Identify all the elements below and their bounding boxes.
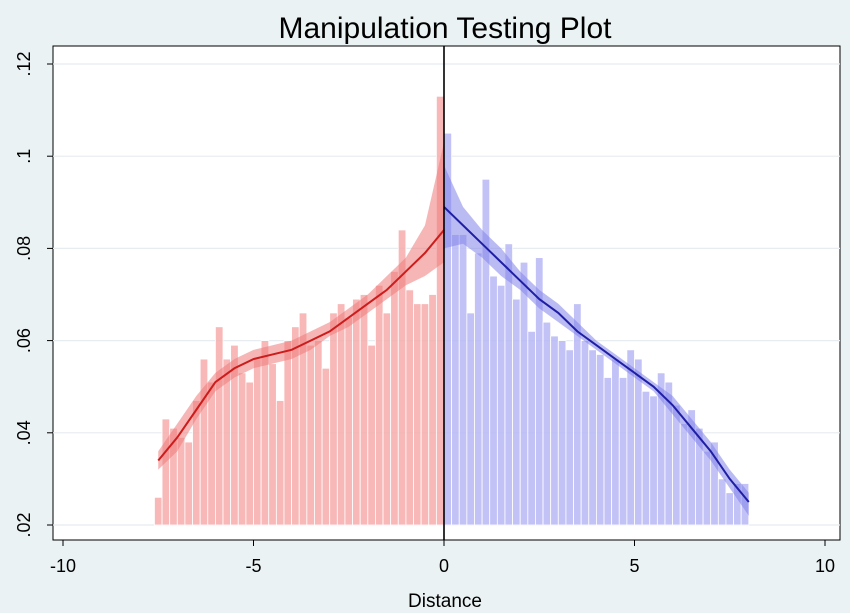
- y-tick-label: .1: [14, 149, 34, 164]
- y-tick-label: .04: [14, 420, 34, 445]
- x-tick-label: 10: [815, 556, 835, 576]
- right-bar: [611, 358, 620, 526]
- right-bar: [565, 349, 574, 526]
- left-bar: [405, 289, 414, 526]
- right-bar: [618, 377, 628, 526]
- y-tick-label: .02: [14, 512, 34, 537]
- left-bar: [283, 340, 293, 526]
- right-bar: [512, 298, 521, 526]
- right-bar: [717, 478, 727, 526]
- y-tick-label: .08: [14, 236, 34, 261]
- left-histogram: [154, 95, 445, 526]
- left-bar: [336, 303, 346, 526]
- left-bar: [154, 496, 163, 526]
- left-bar: [428, 294, 437, 526]
- y-tick-label: .12: [14, 51, 34, 76]
- right-bar: [489, 275, 498, 526]
- left-bar: [344, 317, 353, 526]
- left-bar: [352, 298, 361, 526]
- right-bar: [466, 312, 475, 526]
- right-bar: [496, 284, 506, 526]
- left-bar: [413, 303, 422, 526]
- right-bar: [474, 252, 483, 526]
- left-bar: [207, 381, 216, 526]
- y-axis: .02 .04 .06 .08 .1 .12: [14, 51, 53, 538]
- left-bar: [367, 344, 376, 526]
- right-bar: [451, 234, 460, 526]
- x-tick-label: -10: [50, 556, 76, 576]
- x-axis-label: Distance: [408, 591, 482, 612]
- chart-title: Manipulation Testing Plot: [279, 12, 613, 45]
- left-bar: [382, 312, 392, 526]
- right-confidence-band: [444, 165, 749, 516]
- right-bar: [588, 349, 597, 526]
- left-bar: [260, 340, 270, 526]
- right-bar: [725, 492, 734, 526]
- left-bar: [275, 400, 285, 526]
- right-bar: [596, 354, 605, 526]
- right-bar: [603, 377, 613, 526]
- left-bar: [321, 367, 331, 526]
- left-bar: [375, 284, 384, 526]
- right-fit-line: [443, 206, 750, 503]
- right-bar: [580, 340, 590, 526]
- density-fit-lines: [157, 206, 750, 503]
- x-tick-label: -5: [245, 556, 261, 576]
- right-bar: [527, 330, 536, 526]
- right-bar: [542, 321, 552, 526]
- left-bar: [237, 372, 247, 526]
- x-tick-label: 0: [439, 556, 449, 576]
- right-bar: [557, 340, 567, 526]
- right-bar: [458, 234, 468, 526]
- left-bar: [176, 437, 186, 526]
- x-axis: -10 -5 0 5 10: [50, 540, 835, 576]
- right-bar: [679, 423, 689, 526]
- right-bar: [504, 243, 513, 526]
- left-bar: [359, 294, 369, 526]
- right-bar: [550, 335, 559, 526]
- right-bar: [519, 261, 529, 526]
- confidence-bands: [158, 142, 749, 516]
- right-bar: [702, 450, 712, 526]
- left-bar: [306, 344, 315, 526]
- left-bar: [390, 271, 399, 526]
- left-fit-line: [157, 229, 445, 462]
- right-bar: [672, 404, 681, 526]
- left-bar: [268, 363, 277, 526]
- right-bar: [634, 358, 643, 526]
- left-bar: [184, 441, 193, 526]
- left-bar: [214, 326, 224, 526]
- y-tick-label: .06: [14, 328, 34, 353]
- left-bar: [161, 418, 171, 526]
- left-bar: [314, 340, 323, 526]
- left-bar: [329, 312, 338, 526]
- left-bar: [245, 381, 254, 526]
- left-bar: [420, 303, 430, 526]
- x-tick-label: 5: [629, 556, 639, 576]
- left-bar: [253, 358, 262, 526]
- right-bar: [649, 395, 658, 526]
- right-bar: [641, 390, 651, 526]
